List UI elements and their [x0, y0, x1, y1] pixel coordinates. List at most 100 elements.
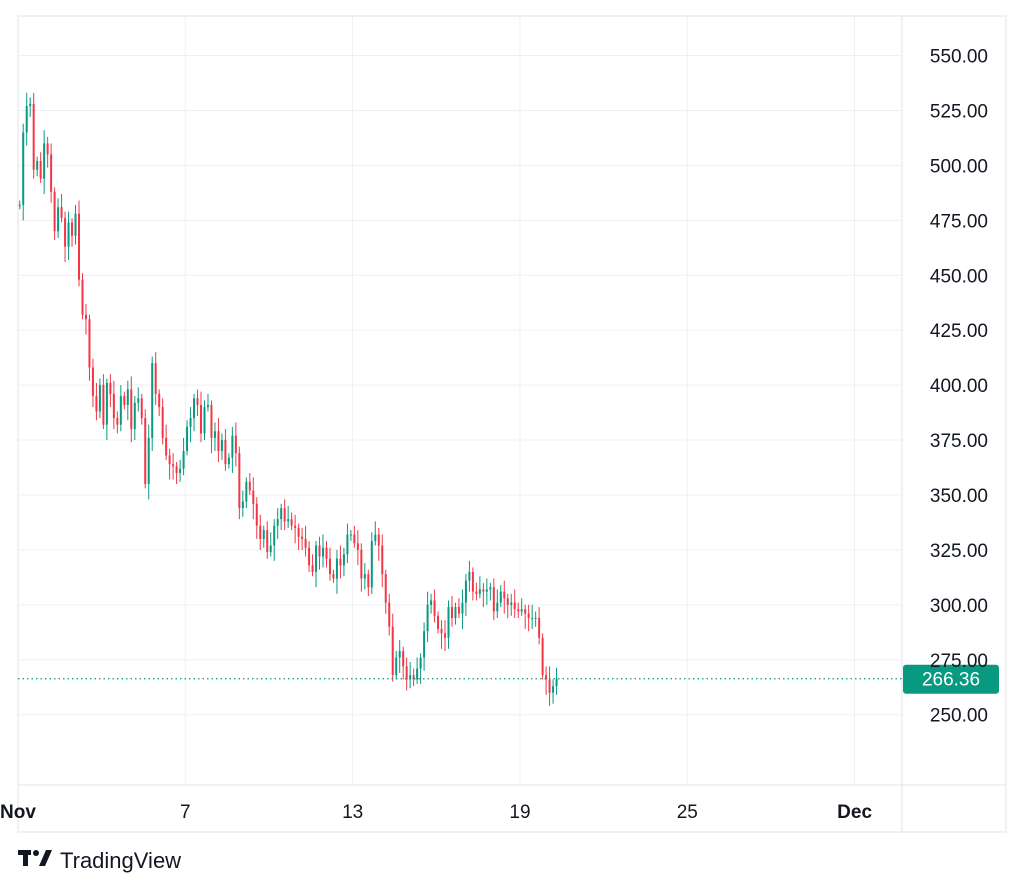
- candle: [496, 589, 499, 619]
- candle: [444, 620, 447, 651]
- candle: [541, 633, 544, 680]
- candle: [391, 613, 394, 682]
- candle: [227, 453, 230, 469]
- candle: [538, 607, 541, 645]
- chart-pane-border: [17, 15, 1007, 833]
- candle: [548, 666, 551, 706]
- candle: [301, 527, 304, 550]
- candle: [18, 200, 21, 210]
- candle: [269, 532, 272, 557]
- last-price-tag: [903, 664, 999, 694]
- candle: [133, 396, 136, 441]
- price-tick-label: 475.00: [930, 211, 988, 232]
- candle: [290, 512, 293, 531]
- candle: [262, 525, 265, 548]
- candle: [224, 429, 227, 471]
- candle: [266, 521, 269, 559]
- candle: [374, 521, 377, 546]
- candle: [32, 92, 35, 179]
- tradingview-brand[interactable]: TradingView: [18, 848, 181, 874]
- candle: [457, 598, 460, 619]
- candle: [231, 426, 234, 474]
- candle: [36, 156, 39, 177]
- candle: [454, 602, 457, 625]
- candle: [137, 387, 140, 412]
- candle: [426, 591, 429, 643]
- price-tick-label: 250.00: [930, 706, 988, 727]
- candle: [482, 582, 485, 608]
- candle: [315, 541, 318, 588]
- candle: [60, 193, 63, 223]
- candle: [342, 547, 345, 577]
- candle: [119, 385, 122, 432]
- candle: [328, 547, 331, 581]
- candle: [165, 424, 168, 460]
- candle: [182, 437, 185, 476]
- candle: [126, 380, 129, 421]
- candle: [325, 541, 328, 568]
- candle: [140, 393, 143, 425]
- candle: [318, 536, 321, 570]
- candle: [200, 391, 203, 443]
- price-tick-label: 500.00: [930, 156, 988, 177]
- candle: [196, 389, 199, 416]
- candle: [64, 211, 67, 263]
- candle: [506, 593, 509, 619]
- candle: [71, 218, 74, 247]
- candle: [471, 567, 474, 601]
- candle: [524, 604, 527, 630]
- candle: [161, 398, 164, 445]
- candle: [210, 400, 213, 454]
- candle: [78, 200, 81, 287]
- candle: [294, 514, 297, 544]
- candle: [353, 525, 356, 548]
- candle: [304, 525, 307, 557]
- price-tick-label: 450.00: [930, 266, 988, 287]
- time-tick-label: 25: [677, 802, 698, 823]
- candle: [499, 585, 502, 608]
- candle: [450, 596, 453, 627]
- candle: [412, 668, 415, 687]
- candle: [513, 589, 516, 619]
- candle: [179, 459, 182, 482]
- candle: [186, 420, 189, 456]
- candle: [102, 374, 105, 430]
- candle: [53, 187, 56, 241]
- price-tick-label: 325.00: [930, 541, 988, 562]
- candle: [189, 407, 192, 443]
- time-axis[interactable]: Nov 7 13 19 25 Dec: [0, 802, 872, 823]
- candle: [475, 582, 478, 601]
- candle: [367, 569, 370, 597]
- candle: [545, 666, 548, 695]
- price-tick-label: 275.00: [930, 651, 988, 672]
- candle: [98, 378, 101, 419]
- candle: [147, 424, 150, 500]
- candle: [280, 503, 283, 531]
- candle: [388, 593, 391, 636]
- price-tick-label: 350.00: [930, 486, 988, 507]
- candle: [168, 448, 171, 480]
- candle: [241, 490, 244, 517]
- candle: [273, 519, 276, 561]
- candle: [154, 352, 157, 405]
- candle: [238, 446, 241, 520]
- candle: [67, 211, 70, 260]
- candle: [112, 380, 115, 430]
- candle: [248, 473, 251, 495]
- candle: [419, 653, 422, 684]
- candle: [381, 534, 384, 588]
- candle: [552, 679, 555, 704]
- candle: [109, 374, 112, 408]
- candle: [430, 593, 433, 614]
- candle: [39, 152, 42, 183]
- candle: [46, 136, 49, 168]
- candle: [144, 409, 147, 489]
- candle: [440, 620, 443, 649]
- candle: [335, 549, 338, 594]
- candle: [22, 123, 25, 221]
- candle: [245, 477, 248, 509]
- price-axis[interactable]: 250.00 275.00 300.00 325.00 350.00 375.00 400.…: [930, 47, 988, 727]
- last-price-label: 266.36: [922, 670, 980, 691]
- candle: [311, 554, 314, 577]
